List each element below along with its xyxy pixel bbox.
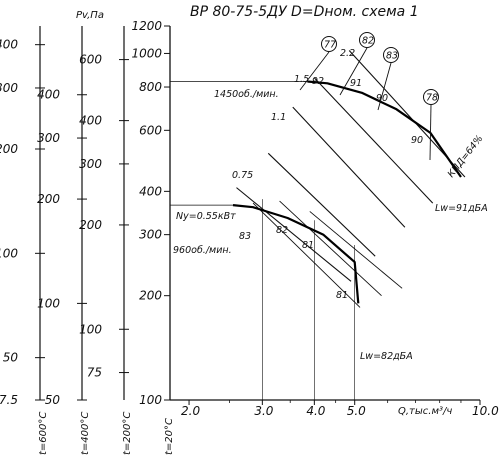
curve-label: 91 <box>350 78 362 89</box>
y-tick-label: 600 <box>139 123 162 137</box>
efficiency-circle <box>383 47 399 63</box>
curve-label: 81 <box>336 290 348 301</box>
x-tick-label: 2.0 <box>181 404 200 418</box>
efficiency-circle <box>359 32 375 48</box>
power-line <box>313 77 434 204</box>
y-tick-label: 200 <box>139 289 162 303</box>
annotation-lw82: Lw=82дБА <box>360 351 413 362</box>
efficiency-line <box>252 202 361 308</box>
temp-tick-label: 300 <box>37 131 60 145</box>
efficiency-connector <box>429 104 432 161</box>
efficiency-line <box>309 211 403 289</box>
y-tick-label: 800 <box>139 80 162 94</box>
power-label: 1.1 <box>271 112 286 123</box>
curve-label: 90 <box>411 135 423 146</box>
speed-curve <box>307 80 462 178</box>
power-line <box>267 152 376 257</box>
x-tick-label: 10.0 <box>472 404 499 418</box>
power-label: Ny=0.55кВт <box>176 211 236 222</box>
curve-label: 92 <box>312 76 324 87</box>
efficiency-circle <box>321 36 337 52</box>
temp-tick-label: 400 <box>37 88 60 102</box>
efficiency-circle-label: 83 <box>386 51 398 62</box>
efficiency-circle-label: 77 <box>324 40 336 51</box>
efficiency-circle-label: 82 <box>362 36 374 47</box>
efficiency-connector <box>339 47 368 96</box>
x-tick-label: 3.0 <box>254 404 273 418</box>
speed-curve <box>232 204 360 304</box>
temp-label-20c: t=20°C <box>164 418 175 455</box>
temp-label-200c: t=200°C <box>122 412 133 455</box>
temp-tick-label: 100 <box>79 322 102 336</box>
y-tick-label: 1000 <box>131 46 162 60</box>
annotation-lw91: Lw=91дБА <box>435 203 488 214</box>
speed-label-1450: 1450об./мин. <box>214 89 279 100</box>
temp-tick-label: 400 <box>79 114 102 128</box>
axis-header: Pv,Па <box>76 10 104 21</box>
speed-label-960: 960об./мин. <box>173 245 232 256</box>
x-tick-label: 4.0 <box>306 404 325 418</box>
power-line <box>292 106 406 228</box>
temp-tick-label: 200 <box>79 218 102 232</box>
power-label: 0.75 <box>232 170 253 181</box>
curve-label: 90 <box>376 93 388 104</box>
temp-tick-label: 200 <box>37 192 60 206</box>
chart-title: ВР 80-75-5ДУ D=Dном. схема 1 <box>190 4 419 20</box>
temp-tick-label: 50 <box>3 351 19 365</box>
temp-tick-label: 37.5 <box>0 393 18 407</box>
efficiency-axis-label: КПД=64% <box>446 133 486 179</box>
temp-label-600c: t=600°C <box>38 412 49 455</box>
power-line <box>236 187 352 282</box>
temp-tick-label: 100 <box>0 246 18 260</box>
efficiency-connector <box>299 51 330 91</box>
temp-tick-label: 300 <box>79 157 102 171</box>
efficiency-circle-label: 78 <box>426 93 438 104</box>
temp-label-400c: t=400°C <box>80 412 91 455</box>
y-tick-label: 300 <box>139 228 162 242</box>
temp-tick-label: 75 <box>87 366 102 380</box>
x-tick-label: 5.0 <box>347 404 366 418</box>
curve-label: 82 <box>276 225 288 236</box>
x-axis-label: Q,тыс.м³/ч <box>398 406 452 417</box>
power-label: 1.5 <box>294 74 309 85</box>
efficiency-line <box>279 200 382 297</box>
temp-tick-label: 600 <box>79 53 102 67</box>
temp-tick-label: 100 <box>37 296 60 310</box>
power-label: 2.2 <box>340 48 355 59</box>
y-tick-label: 1200 <box>131 19 162 33</box>
y-tick-label: 100 <box>139 393 162 407</box>
efficiency-circle <box>423 89 439 105</box>
y-tick-label: 400 <box>139 184 162 198</box>
curve-label: 83 <box>239 231 251 242</box>
efficiency-connector <box>377 62 392 111</box>
temp-tick-label: 400 <box>0 38 18 52</box>
temp-tick-label: 200 <box>0 142 18 156</box>
temp-tick-label: 50 <box>45 393 61 407</box>
curve-label: 81 <box>302 240 314 251</box>
temp-tick-label: 300 <box>0 81 18 95</box>
